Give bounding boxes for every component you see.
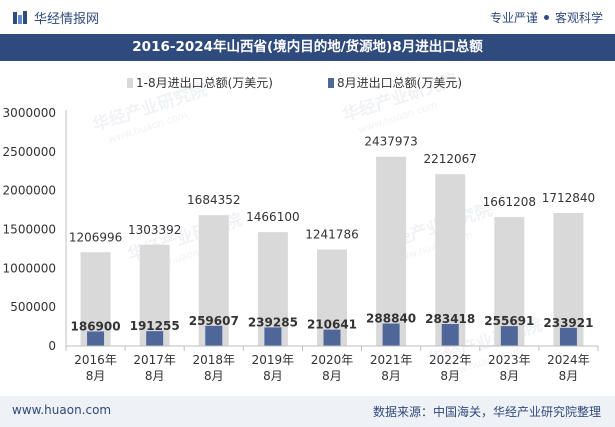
y-tick-label: 500000 [10, 300, 56, 314]
data-label-cumulative: 1712840 [542, 191, 595, 205]
bar-cumulative [435, 174, 466, 346]
separator-dot-icon [543, 15, 549, 20]
slogan-right: 客观科学 [554, 11, 603, 25]
title-bar: 2016-2024年山西省(境内目的地/货源地)8月进出口总额 [0, 34, 615, 61]
x-tick-label: 2023年 8月 [488, 353, 531, 383]
y-tick-label: 2000000 [3, 184, 56, 198]
y-tick-label: 1500000 [3, 223, 56, 237]
bar-cumulative [80, 252, 111, 346]
footer: www.huaon.com 数据来源：中国海关，华经产业研究院整理 [0, 396, 615, 427]
x-tick-label: 2020年 8月 [311, 353, 354, 383]
data-label-month: 186900 [71, 319, 121, 333]
bar-month [323, 329, 341, 346]
y-tick-label: 3000000 [3, 106, 56, 120]
data-labels: 1206996 186900 1303392 191255 1684352 259607 1… [69, 135, 595, 334]
brand: 华经情报网 [12, 8, 99, 27]
bar-cumulative [139, 244, 170, 346]
x-tick-label: 2018年 8月 [193, 353, 236, 383]
legend-swatch-month [328, 78, 334, 88]
chart-title: 2016-2024年山西省(境内目的地/货源地)8月进出口总额 [132, 39, 483, 55]
x-tick-label: 2017年 8月 [133, 353, 176, 383]
x-tick-label: 2016年 8月 [74, 353, 117, 383]
y-tick-label: 0 [48, 339, 56, 353]
x-axis: 2016年 8月 2017年 8月 2018年 8月 2019年 8月 2020年 8月 2021年… [65, 345, 599, 383]
data-label-month: 239285 [248, 315, 298, 329]
bar-month [264, 327, 282, 346]
x-tick-label: 2019年 8月 [252, 353, 295, 383]
bar-month [441, 323, 459, 346]
legend-label-month: 8月进出口总额(万美元) [337, 76, 462, 90]
bar-month [559, 327, 577, 346]
bar-month [205, 325, 223, 346]
data-label-cumulative: 2437973 [364, 135, 417, 149]
footer-url: www.huaon.com [12, 403, 112, 417]
data-label-cumulative: 1466100 [246, 210, 299, 224]
brand-name: 华经情报网 [34, 12, 100, 27]
bar-cumulative [198, 215, 229, 346]
bar-month [146, 331, 164, 346]
data-label-month: 259607 [189, 314, 239, 328]
bar-month [382, 323, 400, 346]
chart: 华经产业研究院www.huaon.com华经产业研究院www.huaon.com… [3, 69, 599, 383]
data-label-cumulative: 1206996 [69, 230, 122, 244]
bar-month [87, 331, 105, 346]
bar-month [500, 326, 518, 346]
data-label-month: 191255 [130, 319, 180, 333]
data-label-cumulative: 2212067 [423, 152, 476, 166]
y-tick-label: 1000000 [3, 261, 56, 275]
bar-cumulative [376, 156, 407, 346]
data-label-cumulative: 1661208 [483, 195, 536, 209]
x-tick-label: 2024年 8月 [547, 353, 590, 383]
data-label-month: 210641 [307, 318, 357, 332]
top-bar: 华经情报网 专业严谨 客观科学 [0, 0, 615, 34]
data-label-month: 283418 [425, 312, 475, 326]
legend-label-cumulative: 1-8月进出口总额(万美元) [136, 76, 273, 90]
data-label-month: 288840 [366, 312, 416, 326]
x-tick-label: 2021年 8月 [370, 353, 413, 383]
data-label-cumulative: 1303392 [128, 223, 181, 237]
footer-source: 数据来源：中国海关，华经产业研究院整理 [372, 405, 601, 419]
data-label-cumulative: 1241786 [305, 228, 358, 242]
slogan: 专业严谨 客观科学 [490, 9, 603, 26]
bar-cumulative [553, 212, 584, 346]
legend: 1-8月进出口总额(万美元) 8月进出口总额(万美元) [127, 76, 462, 90]
legend-swatch-cumulative [127, 78, 133, 88]
y-axis: 0 500000 1000000 1500000 2000000 2500000 30000… [3, 106, 67, 353]
x-tick-label: 2022年 8月 [429, 353, 472, 383]
slogan-left: 专业严谨 [489, 11, 538, 25]
data-label-month: 233921 [543, 316, 593, 330]
y-tick-label: 2500000 [3, 145, 56, 159]
bars [80, 156, 584, 346]
bar-cumulative [494, 216, 525, 346]
data-label-cumulative: 1684352 [187, 193, 240, 207]
data-label-month: 255691 [484, 314, 534, 328]
brand-logo-icon [13, 10, 27, 24]
bar-cumulative [257, 232, 288, 346]
